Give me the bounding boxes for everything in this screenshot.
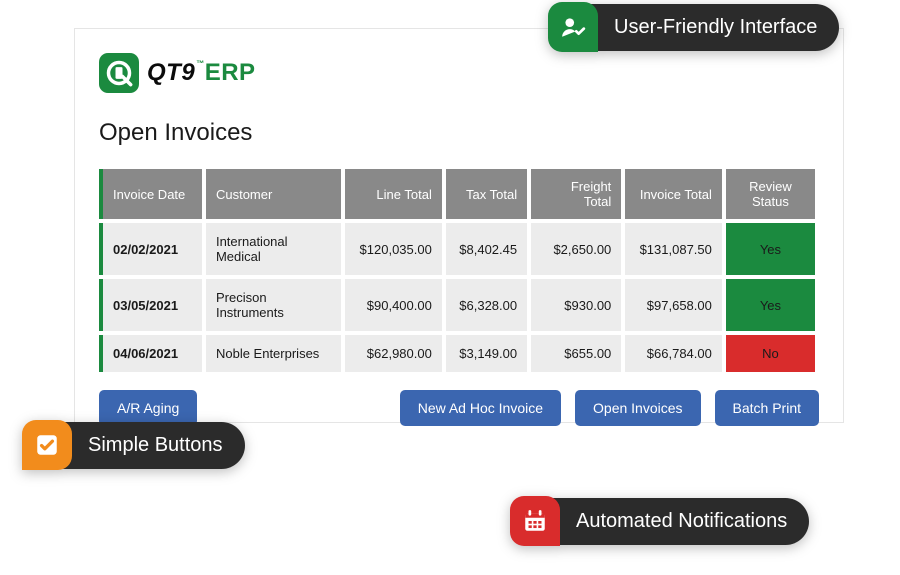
callout-label: Automated Notifications <box>546 498 809 545</box>
callout-label: Simple Buttons <box>58 422 245 469</box>
cell-line-total: $62,980.00 <box>345 335 442 372</box>
cell-line-total: $90,400.00 <box>345 279 442 331</box>
callout-label: User-Friendly Interface <box>584 4 839 51</box>
logo-text: QT9™ERP <box>147 59 256 87</box>
cell-review-status: No <box>726 335 815 372</box>
invoice-panel: QT9™ERP Open Invoices Invoice Date Custo… <box>74 28 844 423</box>
callout-automated-notifications: Automated Notifications <box>510 496 809 546</box>
callout-simple-buttons: Simple Buttons <box>22 420 245 470</box>
cell-customer: International Medical <box>206 223 341 275</box>
callout-user-friendly: User-Friendly Interface <box>548 2 839 52</box>
logo-qt9: QT9 <box>147 59 195 86</box>
cell-tax-total: $8,402.45 <box>446 223 527 275</box>
table-header-row: Invoice Date Customer Line Total Tax Tot… <box>103 169 815 219</box>
cell-line-total: $120,035.00 <box>345 223 442 275</box>
col-invoice-date[interactable]: Invoice Date <box>103 169 202 219</box>
page-title: Open Invoices <box>99 119 819 147</box>
table-row[interactable]: 02/02/2021International Medical$120,035.… <box>103 223 815 275</box>
user-check-icon <box>548 2 598 52</box>
cell-freight-total: $930.00 <box>531 279 621 331</box>
col-invoice-total[interactable]: Invoice Total <box>625 169 722 219</box>
cell-freight-total: $2,650.00 <box>531 223 621 275</box>
cell-invoice-total: $131,087.50 <box>625 223 722 275</box>
logo-tm: ™ <box>196 59 205 68</box>
col-line-total[interactable]: Line Total <box>345 169 442 219</box>
cell-review-status: Yes <box>726 279 815 331</box>
calendar-icon <box>510 496 560 546</box>
invoices-table: Invoice Date Customer Line Total Tax Tot… <box>99 165 819 376</box>
logo-erp: ERP <box>205 59 256 86</box>
batch-print-button[interactable]: Batch Print <box>715 390 819 426</box>
cell-customer: Precison Instruments <box>206 279 341 331</box>
cell-invoice-total: $66,784.00 <box>625 335 722 372</box>
cell-freight-total: $655.00 <box>531 335 621 372</box>
table-row[interactable]: 03/05/2021Precison Instruments$90,400.00… <box>103 279 815 331</box>
new-adhoc-invoice-button[interactable]: New Ad Hoc Invoice <box>400 390 561 426</box>
cell-invoice-date: 02/02/2021 <box>103 223 202 275</box>
cell-invoice-date: 04/06/2021 <box>103 335 202 372</box>
cell-tax-total: $6,328.00 <box>446 279 527 331</box>
table-row[interactable]: 04/06/2021Noble Enterprises$62,980.00$3,… <box>103 335 815 372</box>
logo-badge-icon <box>99 53 139 93</box>
cell-invoice-total: $97,658.00 <box>625 279 722 331</box>
col-tax-total[interactable]: Tax Total <box>446 169 527 219</box>
cell-customer: Noble Enterprises <box>206 335 341 372</box>
checkbox-icon <box>22 420 72 470</box>
col-review-status[interactable]: Review Status <box>726 169 815 219</box>
col-freight-total[interactable]: Freight Total <box>531 169 621 219</box>
open-invoices-button[interactable]: Open Invoices <box>575 390 701 426</box>
col-customer[interactable]: Customer <box>206 169 341 219</box>
cell-review-status: Yes <box>726 223 815 275</box>
cell-tax-total: $3,149.00 <box>446 335 527 372</box>
cell-invoice-date: 03/05/2021 <box>103 279 202 331</box>
logo: QT9™ERP <box>99 53 819 93</box>
